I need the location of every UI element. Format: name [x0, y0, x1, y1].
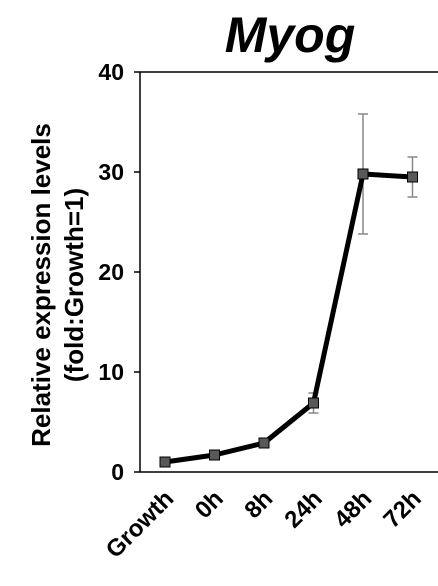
series-line: [164, 171, 413, 465]
error-bars: [308, 113, 418, 414]
x-tick-label: 24h: [279, 485, 327, 533]
y-axis-label-line1: Relative expression levels: [26, 123, 56, 447]
y-axis-label-line2: (fold:Growth=1): [59, 188, 89, 382]
x-tick-label: Growth: [101, 485, 179, 563]
y-tick-label: 40: [98, 59, 124, 85]
plot-area-frame: [139, 71, 438, 473]
data-point: [159, 456, 171, 468]
y-tick-label: 30: [98, 159, 124, 185]
y-tick-label: 20: [98, 259, 124, 285]
data-point: [209, 449, 220, 461]
x-tick-label: 8h: [239, 485, 278, 524]
series-markers: [159, 168, 418, 468]
x-tick-label: 48h: [329, 485, 377, 533]
data-point: [308, 397, 319, 409]
data-point: [407, 171, 418, 183]
data-point: [258, 437, 270, 449]
chart-title: Myog: [225, 7, 356, 63]
x-axis: Growth 0h 8h 24h 48h 72h: [101, 485, 427, 563]
x-tick-label: 0h: [190, 485, 229, 524]
y-axis: 0 10 20 30 40: [98, 59, 140, 485]
y-tick-label: 0: [111, 459, 124, 485]
x-tick-label: 72h: [378, 485, 426, 533]
y-axis-label: Relative expression levels (fold:Growth=…: [26, 123, 89, 447]
y-tick-label: 10: [98, 359, 124, 385]
data-point: [357, 168, 369, 180]
